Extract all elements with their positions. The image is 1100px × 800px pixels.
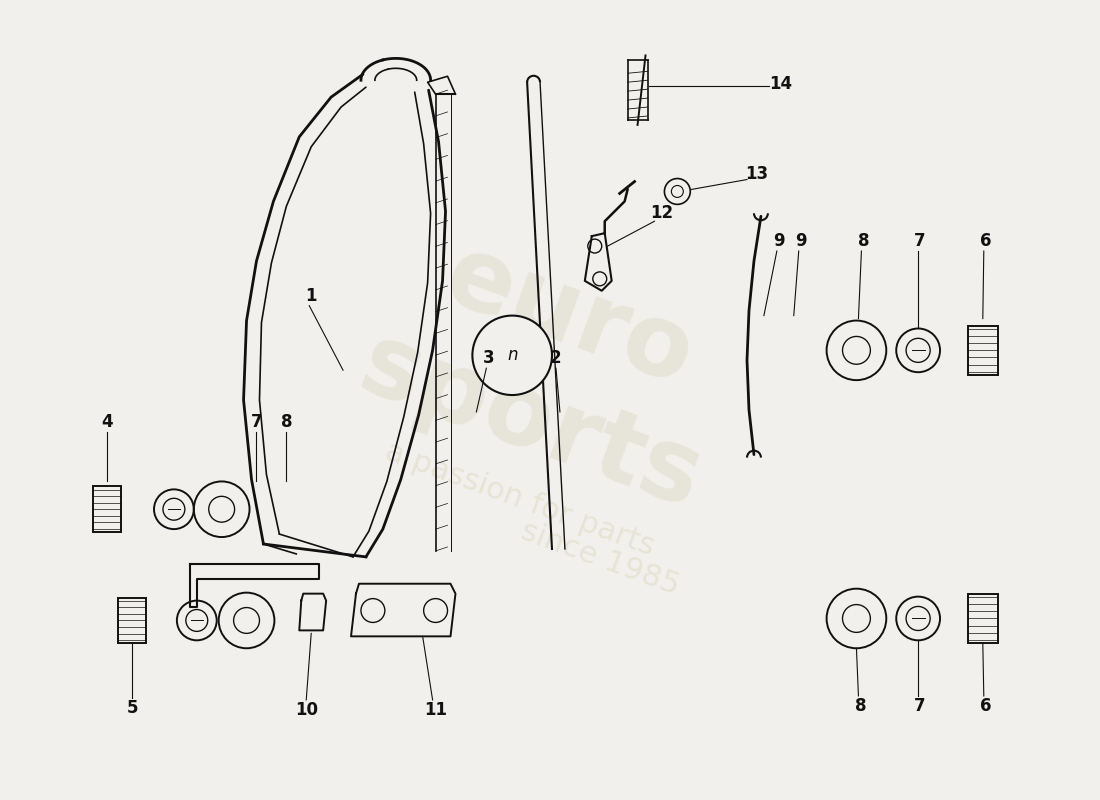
Text: a passion for parts: a passion for parts	[382, 437, 659, 562]
Bar	[118, 598, 146, 643]
Bar	[94, 486, 121, 532]
Text: 1: 1	[306, 286, 317, 305]
Text: 2: 2	[549, 350, 561, 367]
Text: 7: 7	[914, 232, 926, 250]
Text: 9: 9	[795, 232, 806, 250]
Text: 11: 11	[425, 701, 447, 719]
Text: 7: 7	[914, 697, 926, 715]
Text: 9: 9	[773, 232, 784, 250]
Text: 3: 3	[483, 350, 494, 367]
Text: 13: 13	[746, 165, 769, 182]
Text: 10: 10	[295, 701, 318, 719]
Text: euro
sports: euro sports	[346, 211, 754, 530]
Text: 4: 4	[101, 413, 113, 431]
Text: 6: 6	[980, 232, 991, 250]
Text: 8: 8	[280, 413, 293, 431]
Bar	[968, 594, 998, 643]
Text: n: n	[507, 346, 517, 364]
Text: 5: 5	[126, 699, 138, 717]
Text: 8: 8	[855, 697, 866, 715]
Circle shape	[472, 315, 552, 395]
Text: 14: 14	[769, 75, 792, 94]
Text: since 1985: since 1985	[517, 517, 683, 601]
Text: 12: 12	[650, 204, 673, 222]
Bar	[968, 326, 998, 375]
Text: 6: 6	[980, 697, 991, 715]
Text: 7: 7	[251, 413, 262, 431]
Text: 8: 8	[858, 232, 869, 250]
